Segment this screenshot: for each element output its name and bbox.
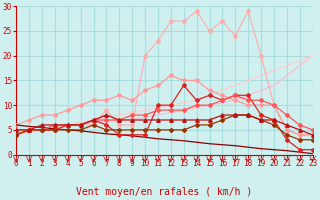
X-axis label: Vent moyen/en rafales ( km/h ): Vent moyen/en rafales ( km/h ): [76, 187, 252, 197]
